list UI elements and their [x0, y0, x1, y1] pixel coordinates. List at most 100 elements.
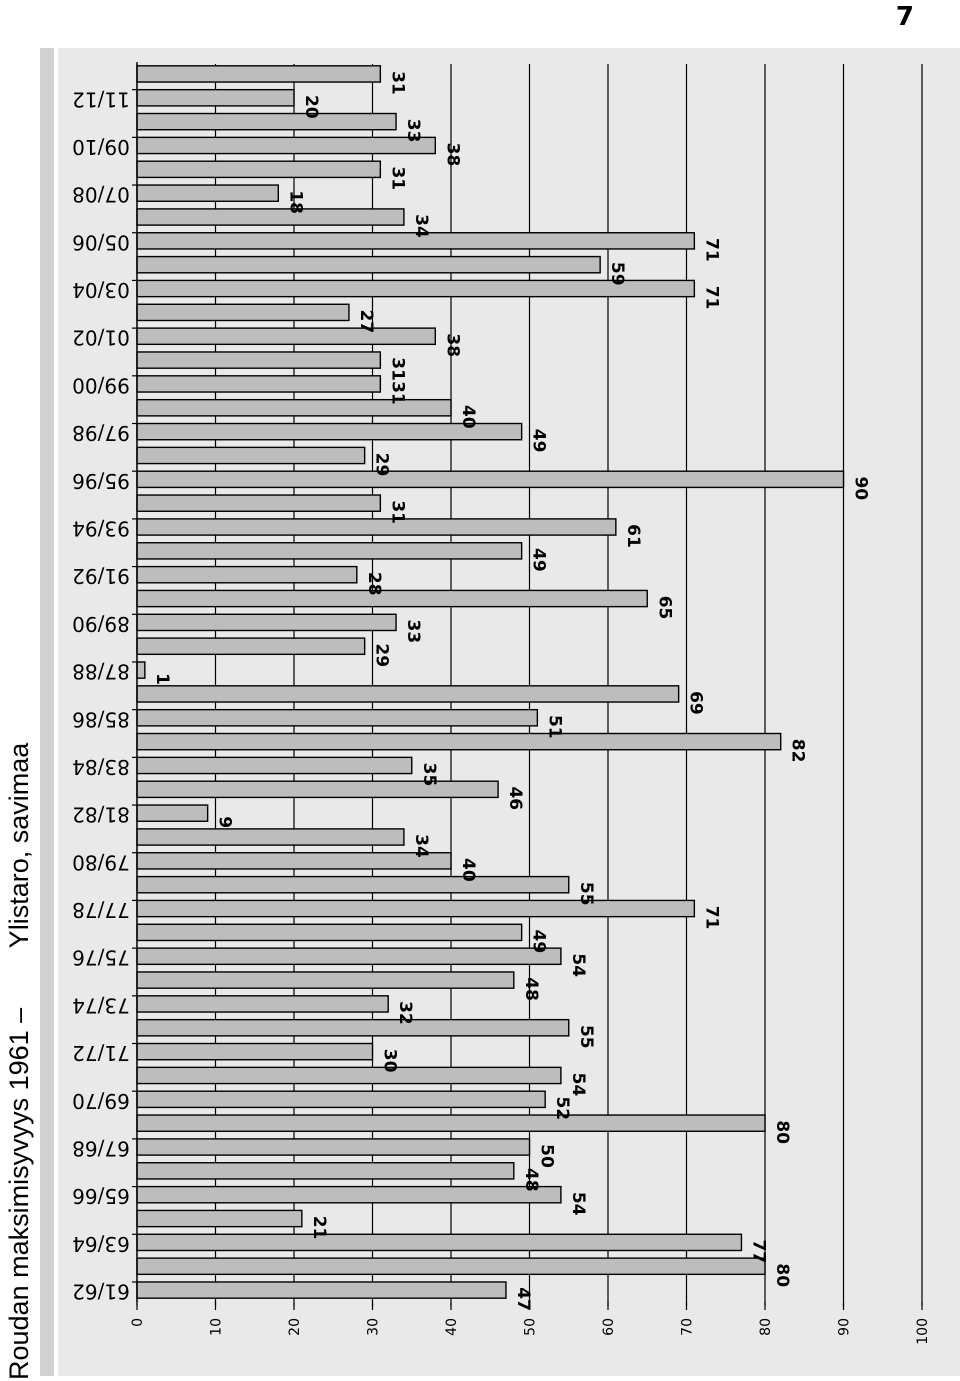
y-tick-label: 93/94: [72, 517, 130, 541]
y-tick-label: 83/84: [72, 755, 130, 779]
value-label: 49: [529, 548, 549, 572]
bar: [136, 708, 539, 727]
y-tick-label: 69/70: [72, 1089, 130, 1113]
value-label: 82: [788, 739, 808, 763]
bar: [136, 565, 358, 584]
bar: [136, 756, 413, 775]
side-rule: [40, 48, 54, 1376]
value-label: 9: [215, 816, 235, 828]
y-axis: 61/62 63/64 65/66 67/68 69/70 71/72 73/74 75/76…: [72, 62, 138, 1304]
y-tick-label: 63/64: [72, 1232, 130, 1256]
bar: [136, 828, 405, 846]
bar: [136, 375, 382, 393]
y-tick-label: 75/76: [72, 946, 130, 970]
bar: [136, 542, 523, 560]
value-label: 33: [403, 119, 423, 143]
bar: [136, 1257, 766, 1276]
y-tick-label: 89/90: [72, 612, 130, 636]
value-label: 52: [552, 1096, 572, 1120]
bar: [136, 971, 515, 989]
y-tick-label: 09/10: [72, 135, 130, 159]
value-label: 27: [356, 310, 376, 334]
bar: [136, 65, 382, 83]
value-label: 30: [380, 1049, 400, 1073]
value-label: 71: [701, 906, 721, 930]
y-tick-label: 71/72: [72, 1041, 130, 1065]
value-label: 90: [851, 476, 871, 500]
y-tick-label: 01/02: [72, 326, 130, 350]
bar: [136, 875, 570, 894]
value-label: 34: [411, 214, 431, 238]
y-tick-label: 91/92: [72, 564, 130, 588]
value-label: 54: [568, 1192, 588, 1216]
x-tick-label: 100: [915, 1318, 931, 1345]
y-tick-label: 85/86: [72, 707, 130, 731]
x-tick-label: 30: [366, 1318, 382, 1336]
bar: [136, 160, 382, 179]
bar: [136, 1018, 570, 1037]
bar: [136, 88, 295, 107]
bar: [136, 1066, 562, 1085]
value-label: 59: [607, 262, 627, 286]
value-label: 1: [152, 673, 172, 685]
value-label: 32: [395, 1001, 415, 1025]
y-tick-label: 05/06: [72, 230, 130, 254]
bar: [136, 852, 452, 870]
value-label: 55: [576, 1025, 596, 1049]
value-label: 29: [372, 643, 392, 667]
bar: [136, 184, 280, 202]
bar: [136, 1209, 303, 1228]
value-label: 55: [576, 882, 596, 906]
y-tick-label: 77/78: [72, 898, 130, 922]
bar: [136, 899, 696, 918]
value-label: 21: [309, 1216, 329, 1240]
bar: [136, 923, 523, 942]
value-label: 49: [529, 930, 549, 954]
bar: [136, 995, 389, 1013]
bar: [136, 1114, 766, 1132]
y-tick-label: 99/00: [72, 373, 130, 397]
bar: [136, 255, 601, 274]
value-label: 31: [387, 500, 407, 524]
value-label: 54: [568, 1073, 588, 1097]
bar: [136, 494, 382, 512]
page-number: 7: [895, 2, 914, 32]
value-label: 61: [623, 524, 643, 548]
value-label: 20: [301, 95, 321, 119]
y-tick-label: 03/04: [72, 278, 130, 302]
value-label: 34: [411, 834, 431, 858]
y-tick-label: 73/74: [72, 993, 130, 1017]
bar: [136, 589, 648, 608]
value-label: 77: [748, 1240, 768, 1264]
y-tick-label: 61/62: [72, 1280, 130, 1304]
bar: [136, 1162, 515, 1180]
value-label: 31: [387, 71, 407, 95]
value-label: 38: [442, 333, 462, 357]
y-tick-label: 07/08: [72, 183, 130, 207]
value-label: 29: [372, 453, 392, 477]
value-label: 31: [387, 381, 407, 405]
y-tick-label: 97/98: [72, 421, 130, 445]
bar: [136, 1042, 374, 1061]
bar: [136, 1185, 562, 1204]
value-label: 46: [505, 786, 525, 810]
bar: [136, 804, 209, 822]
bar: [136, 1233, 743, 1252]
y-tick-label: 95/96: [72, 469, 130, 493]
bar: [136, 1090, 546, 1109]
y-tick-label: 81/82: [72, 803, 130, 827]
value-label: 80: [772, 1120, 792, 1144]
value-label: 31: [387, 357, 407, 381]
value-label: 35: [419, 763, 439, 787]
bar: [136, 947, 562, 966]
bar: [136, 661, 146, 679]
bar: [136, 518, 617, 536]
bar: [136, 112, 397, 131]
y-tick-label: 11/12: [72, 87, 130, 111]
x-tick-label: 90: [837, 1318, 853, 1336]
value-label: 40: [458, 405, 478, 429]
value-label: 71: [701, 238, 721, 262]
value-label: 54: [568, 953, 588, 977]
value-label: 33: [403, 620, 423, 644]
value-label: 49: [529, 429, 549, 453]
